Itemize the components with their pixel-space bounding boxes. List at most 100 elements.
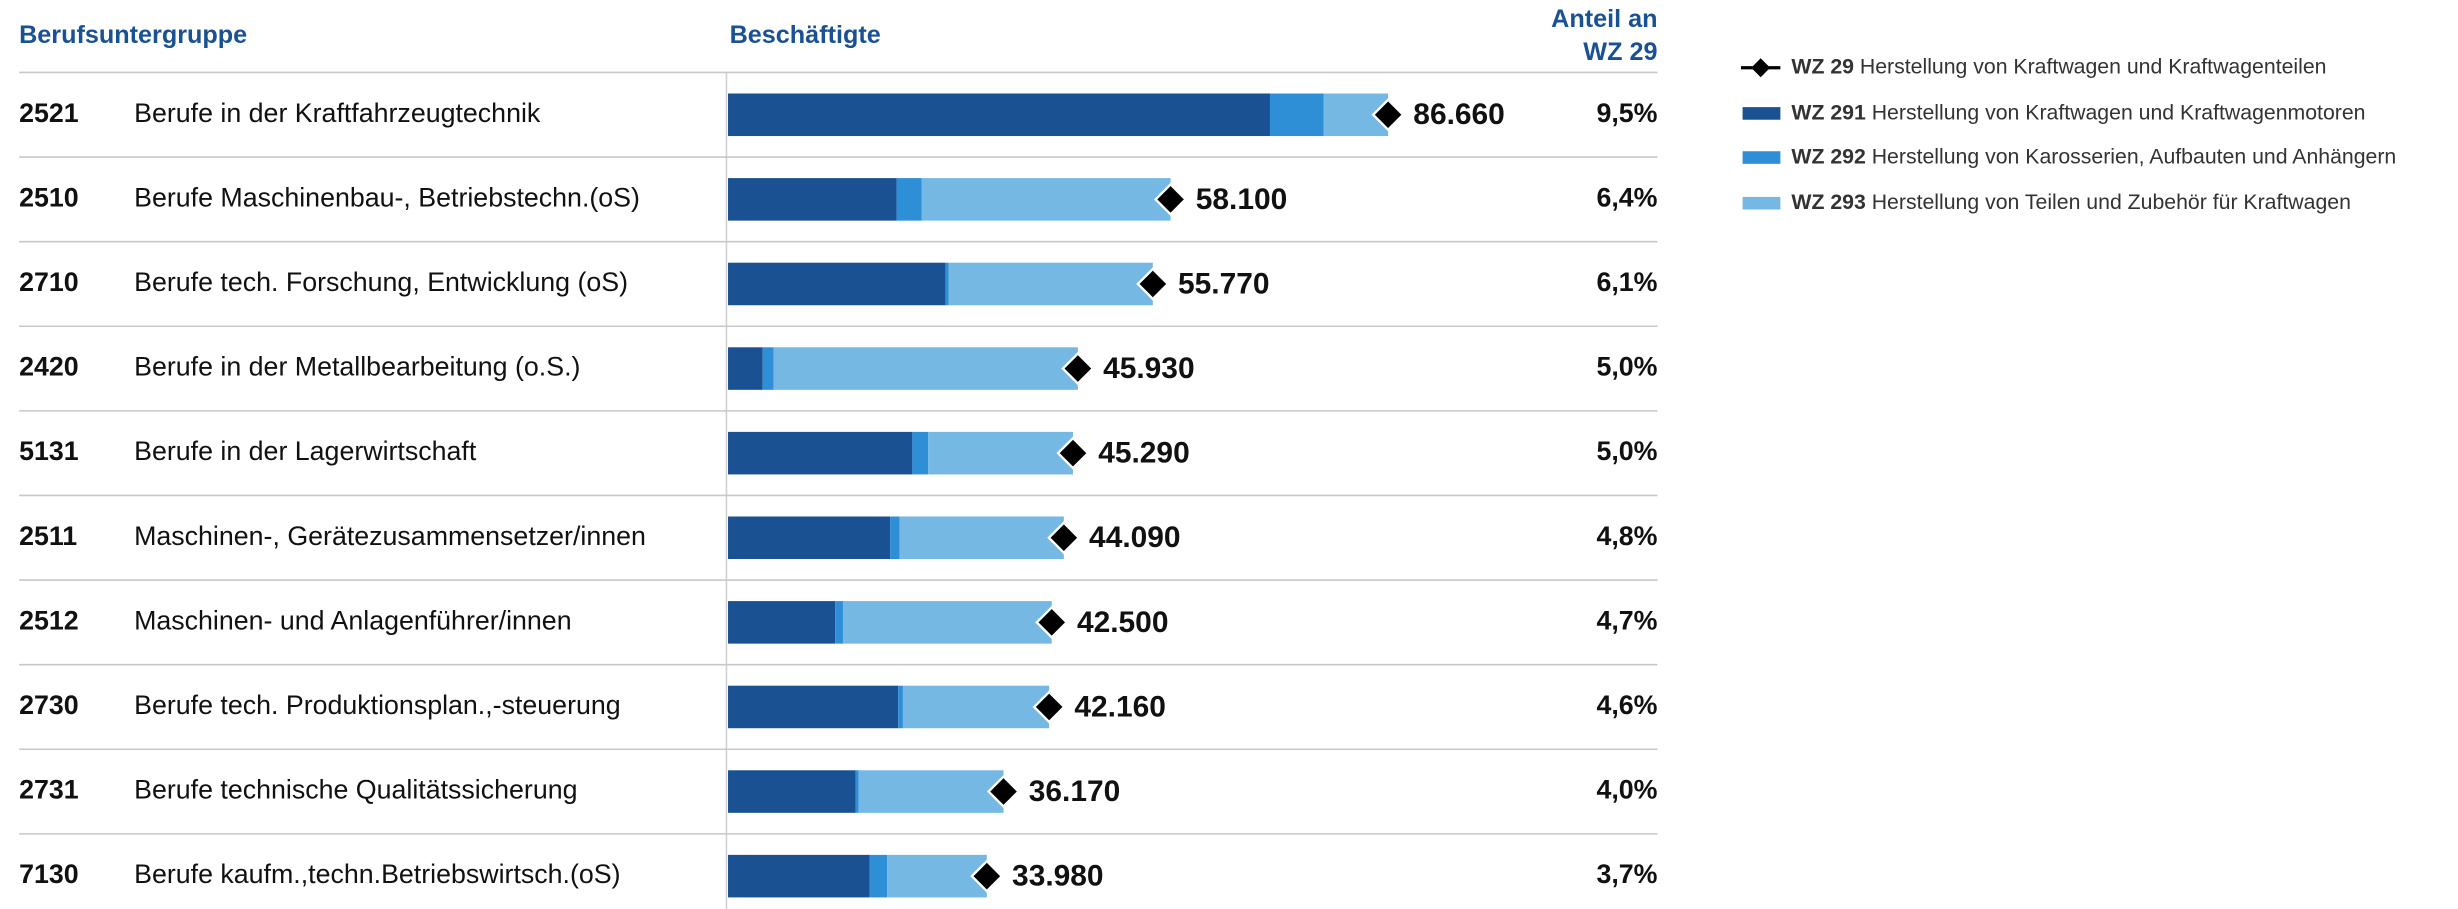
legend-swatch: [1742, 107, 1781, 120]
share-label: 5,0%: [1596, 352, 1657, 382]
total-marker: [1032, 690, 1066, 724]
legend-code: WZ 291: [1791, 100, 1866, 124]
row-label: Berufe in der Kraftfahrzeugtechnik: [134, 98, 541, 128]
bar-segment: [921, 178, 1171, 221]
total-marker: [1371, 98, 1405, 132]
legend-description: Herstellung von Kraftwagen und Kraftwage…: [1872, 100, 2366, 124]
bar-segment: [896, 178, 922, 221]
row-code: 2510: [19, 182, 79, 212]
total-label: 36.170: [1029, 775, 1121, 808]
total-label: 42.500: [1077, 606, 1169, 639]
total-label: 55.770: [1178, 267, 1270, 300]
row-label: Berufe Maschinenbau-, Betriebstechn.(oS): [134, 182, 640, 212]
total-marker: [1035, 605, 1069, 639]
share-label: 4,6%: [1596, 690, 1657, 720]
row-code: 2731: [19, 775, 79, 805]
bar-segment: [928, 431, 1073, 475]
bar-segment: [728, 93, 1270, 137]
bar-segment: [912, 431, 929, 475]
share-label: 9,5%: [1596, 98, 1657, 128]
share-label: 3,7%: [1596, 859, 1657, 889]
total-label: 42.160: [1074, 690, 1166, 723]
legend-swatch: [1742, 196, 1781, 210]
share-label: 4,7%: [1596, 605, 1657, 635]
bar-segment: [898, 685, 903, 729]
bar-segment: [1269, 93, 1324, 137]
legend-description: Herstellung von Teilen und Zubehör für K…: [1872, 190, 2351, 214]
bar-segment: [835, 601, 843, 644]
row-code: 5131: [19, 436, 79, 466]
header-share: Anteil an: [1551, 5, 1657, 33]
row-label: Berufe technische Qualitätssicherung: [134, 775, 577, 805]
row-code: 7130: [19, 859, 79, 889]
total-label: 58.100: [1196, 183, 1288, 216]
share-label: 6,1%: [1596, 267, 1657, 297]
row-code: 2420: [19, 352, 79, 382]
legend-label: WZ 291 Herstellung von Kraftwagen und Kr…: [1791, 100, 2365, 124]
share-label: 6,4%: [1596, 182, 1657, 212]
row-code: 2511: [19, 521, 77, 551]
legend-description: Herstellung von Karosserien, Aufbauten u…: [1872, 144, 2397, 168]
total-label: 44.090: [1089, 521, 1181, 554]
row-label: Maschinen-, Gerätezusammensetzer/innen: [134, 521, 646, 551]
total-label: 86.660: [1413, 98, 1505, 131]
total-marker: [986, 774, 1021, 809]
bar-segment: [773, 347, 1078, 390]
legend-code: WZ 29: [1791, 54, 1854, 78]
row-code: 2730: [19, 690, 79, 720]
total-label: 45.290: [1098, 437, 1190, 470]
row-code: 2710: [19, 267, 79, 297]
total-label: 45.930: [1103, 352, 1195, 385]
row-label: Berufe kaufm.,techn.Betriebswirtsch.(oS): [134, 859, 620, 889]
bar-segment: [842, 601, 1052, 644]
bar-segment: [948, 262, 1153, 306]
bar-segment: [728, 347, 763, 390]
total-marker: [1061, 351, 1095, 386]
bar-segment: [945, 262, 949, 306]
header-group: Berufsuntergruppe: [19, 21, 247, 49]
bar-segment: [855, 770, 859, 813]
row-label: Berufe in der Lagerwirtschaft: [134, 436, 477, 466]
header-share: WZ 29: [1583, 38, 1657, 66]
row-label: Berufe tech. Forschung, Entwicklung (oS): [134, 267, 628, 297]
total-marker: [1056, 436, 1090, 470]
share-label: 5,0%: [1596, 436, 1657, 466]
bar-segment: [899, 516, 1064, 560]
legend-code: WZ 292: [1791, 144, 1865, 168]
total-label: 33.980: [1012, 860, 1104, 893]
total-marker: [1136, 267, 1170, 301]
total-marker: [970, 859, 1004, 893]
legend-code: WZ 293: [1791, 190, 1866, 214]
legend-label: WZ 293 Herstellung von Teilen und Zubehö…: [1791, 190, 2351, 214]
row-code: 2521: [19, 98, 79, 128]
legend-label: WZ 292 Herstellung von Karosserien, Aufb…: [1791, 144, 2396, 168]
total-marker: [1047, 521, 1081, 555]
legend-label: WZ 29 Herstellung von Kraftwagen und Kra…: [1791, 54, 2326, 78]
row-label: Berufe tech. Produktionsplan.,-steuerung: [134, 690, 621, 720]
legend-swatch: [1742, 151, 1781, 164]
row-label: Maschinen- und Anlagenführer/innen: [134, 605, 571, 635]
bar-segment: [762, 347, 774, 390]
bar-segment: [869, 854, 888, 898]
row-label: Berufe in der Metallbearbeitung (o.S.): [134, 352, 580, 382]
bar-segment: [890, 516, 900, 560]
bar-segment: [728, 431, 913, 475]
share-label: 4,8%: [1596, 521, 1657, 551]
bar-segment: [728, 516, 891, 560]
legend-description: Herstellung von Kraftwagen und Kraftwage…: [1860, 54, 2327, 78]
bar-segment: [728, 178, 897, 221]
bar-segment: [902, 685, 1050, 729]
bar-segment: [728, 770, 856, 813]
bar-segment: [728, 685, 899, 729]
bar-segment: [858, 770, 1004, 813]
total-marker: [1153, 182, 1188, 217]
share-label: 4,0%: [1596, 775, 1657, 805]
bar-segment: [728, 601, 836, 644]
legend-diamond: [1751, 58, 1771, 78]
bar-segment: [728, 854, 870, 898]
row-code: 2512: [19, 605, 79, 635]
header-value: Beschäftigte: [730, 21, 881, 49]
bar-segment: [728, 262, 946, 306]
